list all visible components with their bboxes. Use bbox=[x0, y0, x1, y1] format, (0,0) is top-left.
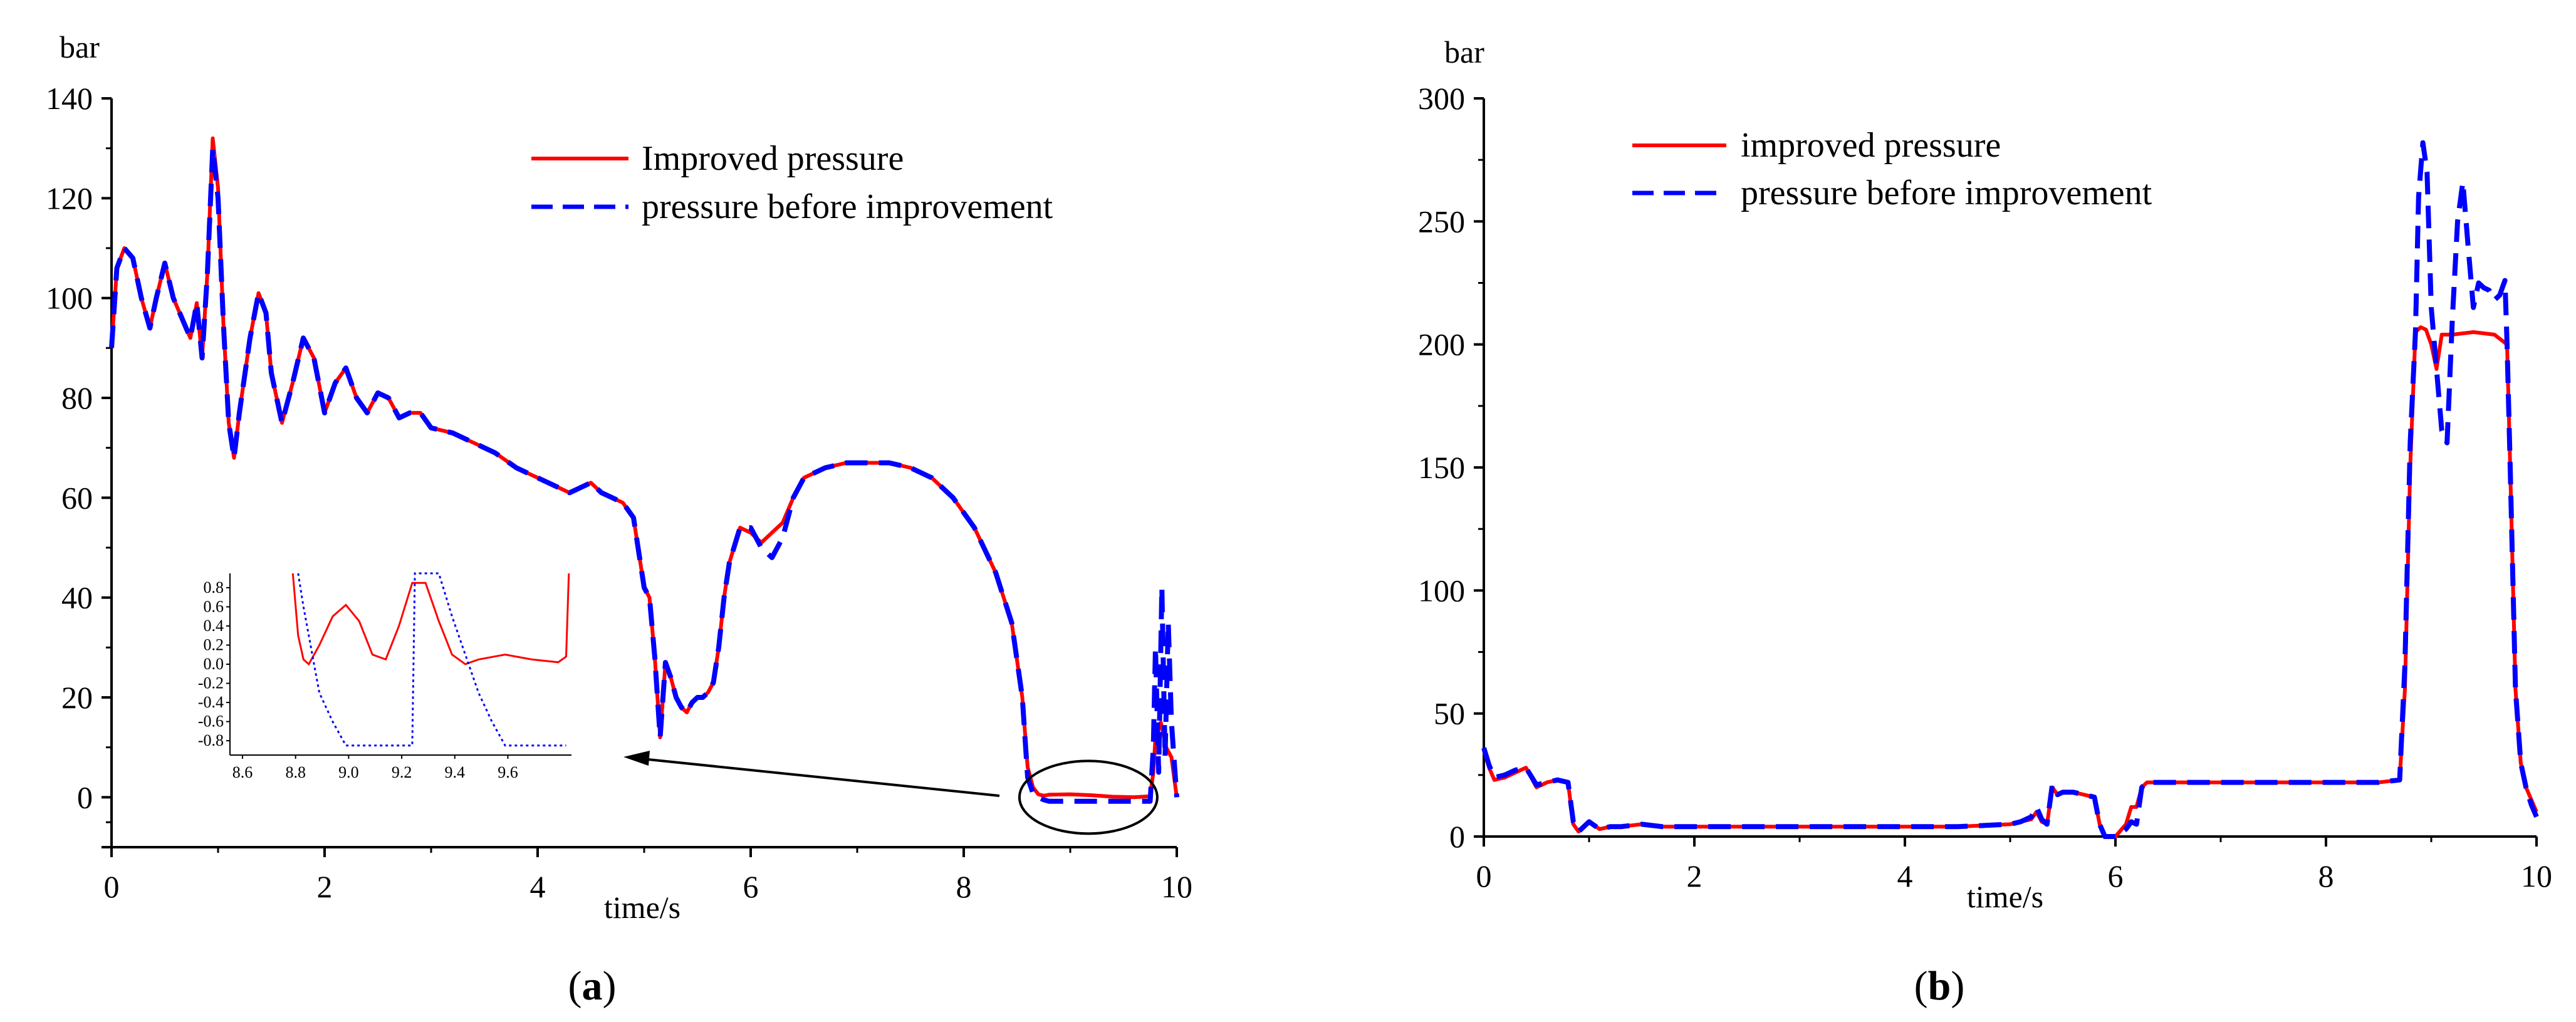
legend-label-a-improved: Improved pressure bbox=[642, 139, 904, 178]
y-axis-label-a: bar bbox=[60, 29, 100, 65]
x-tick-label-b: 8 bbox=[2318, 858, 2334, 894]
y-tick-label-a: 20 bbox=[61, 680, 93, 715]
x-tick-label-a: 6 bbox=[743, 869, 759, 904]
x-tick-label-a: 8 bbox=[956, 869, 972, 904]
inset-y-tick-label: 0.4 bbox=[204, 617, 224, 635]
x-tick-label-a: 0 bbox=[104, 869, 120, 904]
inset-y-tick-label: 0.0 bbox=[204, 655, 224, 673]
x-tick-label-a: 2 bbox=[317, 869, 333, 904]
x-tick-label-a: 10 bbox=[1161, 869, 1192, 904]
series-line-b-before bbox=[1481, 140, 2539, 839]
inset-line-before bbox=[297, 572, 566, 747]
inset-y-tick-label: 0.2 bbox=[204, 635, 224, 654]
inset-y-tick-label: -0.4 bbox=[198, 693, 224, 711]
y-axis-label-b: bar bbox=[1444, 34, 1484, 70]
inset-x-tick-label: 9.2 bbox=[392, 763, 412, 781]
y-tick-label-a: 120 bbox=[46, 180, 93, 216]
inset-y-tick-label: 0.6 bbox=[204, 597, 224, 615]
zoom-arrow-head bbox=[623, 751, 650, 766]
x-tick-label-b: 6 bbox=[2108, 858, 2124, 894]
y-tick-label-b: 150 bbox=[1418, 450, 1465, 485]
y-tick-label-a: 100 bbox=[46, 281, 93, 316]
y-tick-label-b: 200 bbox=[1418, 327, 1465, 362]
x-axis-label-b: time/s bbox=[1967, 879, 2043, 914]
y-tick-label-b: 250 bbox=[1418, 204, 1465, 239]
inset-background bbox=[218, 568, 580, 788]
zoom-circle bbox=[1018, 759, 1159, 835]
chart-panel-b: 0 50 100 150 200 250 300 0 2 4 6 8 10 bar time/s improv… bbox=[1418, 34, 2552, 914]
series-line-a-before bbox=[109, 145, 1179, 804]
inset-y-tick-label: 0.8 bbox=[204, 578, 224, 597]
inset-y-tick-label: -0.8 bbox=[198, 731, 224, 749]
y-tick-label-b: 100 bbox=[1418, 573, 1465, 608]
inset-x-tick-label: 9.4 bbox=[445, 763, 466, 781]
x-tick-label-b: 0 bbox=[1476, 858, 1492, 894]
inset-x-tick-label: 9.6 bbox=[498, 763, 518, 781]
panel-letter-a: a bbox=[582, 963, 603, 1009]
y-tick-label-a: 60 bbox=[61, 480, 93, 515]
y-tick-label-a: 80 bbox=[61, 380, 93, 415]
y-tick-label-b: 50 bbox=[1434, 696, 1465, 731]
panel-label-a: (a) bbox=[568, 963, 617, 1009]
zoom-arrow-line bbox=[642, 758, 1000, 797]
inset-x-tick-label: 8.8 bbox=[285, 763, 306, 781]
legend-label-b-improved: improved pressure bbox=[1741, 126, 2001, 165]
y-tick-label-a: 140 bbox=[46, 81, 93, 116]
inset-x-tick-label: 9.0 bbox=[338, 763, 359, 781]
x-axis-label-a: time/s bbox=[604, 890, 681, 925]
x-tick-label-b: 4 bbox=[1897, 858, 1913, 894]
inset-y-tick-label: -0.2 bbox=[198, 674, 224, 692]
legend-label-a-before: pressure before improvement bbox=[642, 187, 1053, 226]
y-tick-label-a: 0 bbox=[77, 780, 93, 815]
chart-panel-a: 0 20 40 60 80 100 120 140 0 2 4 6 8 10 bar time/s Improv… bbox=[46, 29, 1192, 925]
x-tick-label-b: 2 bbox=[1687, 858, 1703, 894]
panel-label-b: (b) bbox=[1914, 963, 1965, 1009]
inset-x-tick-label: 8.6 bbox=[232, 763, 253, 781]
x-tick-label-a: 4 bbox=[530, 869, 546, 904]
inset-line-improved bbox=[291, 573, 570, 666]
legend-label-b-before: pressure before improvement bbox=[1741, 174, 2152, 212]
panel-letter-b: b bbox=[1928, 963, 1951, 1009]
y-tick-label-b: 0 bbox=[1449, 819, 1465, 854]
y-tick-label-b: 300 bbox=[1418, 81, 1465, 116]
x-tick-label-b: 10 bbox=[2521, 858, 2552, 894]
y-tick-label-a: 40 bbox=[61, 580, 93, 615]
inset-y-tick-label: -0.6 bbox=[198, 712, 224, 731]
